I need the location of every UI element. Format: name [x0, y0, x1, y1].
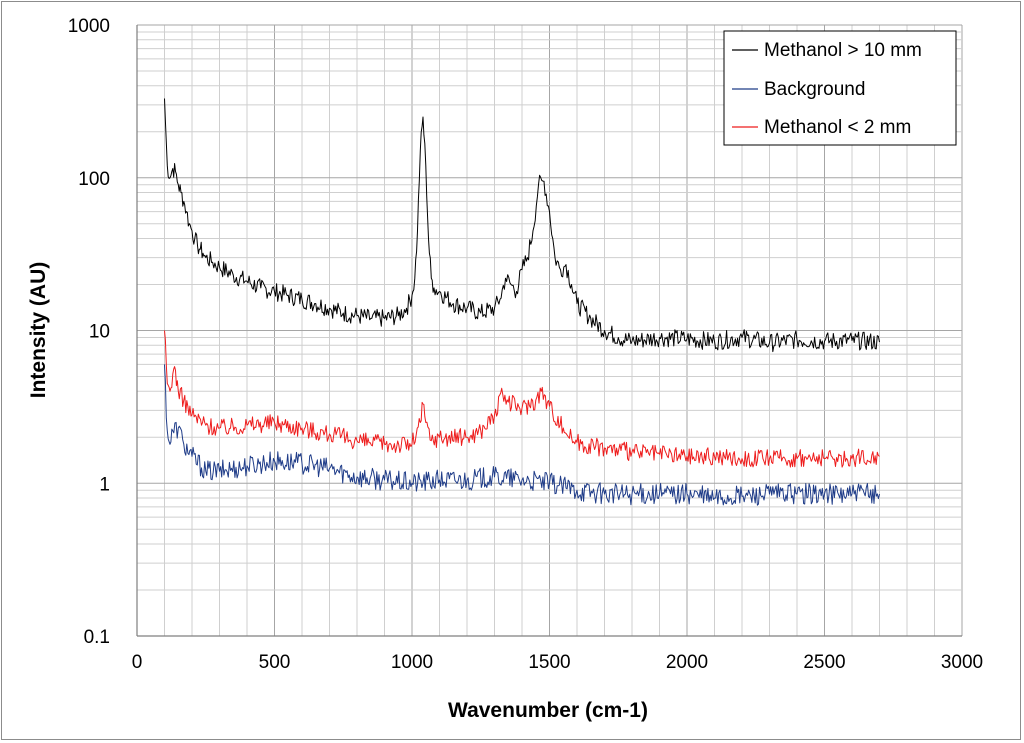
legend-label-background: Background: [764, 79, 865, 100]
legend-box: [723, 30, 957, 146]
x-tick-label: 2500: [803, 652, 845, 673]
legend-label-methanol-2mm: Methanol < 2 mm: [764, 117, 911, 138]
x-tick-label: 1000: [391, 652, 433, 673]
series-line-background: [164, 364, 880, 506]
legend-label-methanol-10mm: Methanol > 10 mm: [764, 40, 922, 61]
series-line-methanol-2mm: [164, 330, 880, 468]
x-tick-label: 3000: [941, 652, 983, 673]
x-tick-label: 0: [132, 652, 143, 673]
legend: Methanol > 10 mm Background Methanol < 2…: [723, 30, 957, 146]
x-tick-label: 1500: [528, 652, 570, 673]
y-axis-title: Intensity (AU): [27, 262, 50, 399]
y-tick-label: 10: [89, 322, 110, 343]
y-tick-label: 100: [78, 169, 110, 190]
x-axis-title: Wavenumber (cm-1): [448, 699, 648, 722]
y-tick-label: 0.1: [84, 627, 110, 648]
series-lines: [164, 98, 880, 506]
series-line-methanol-10mm: [164, 98, 880, 353]
y-tick-label: 1: [99, 474, 110, 495]
y-tick-label: 1000: [68, 16, 110, 37]
x-tick-label: 500: [259, 652, 291, 673]
tick-labels: 0 500 1000 1500 2000 2500 3000 0.1 1 10 100 1000: [68, 16, 983, 673]
axes: [136, 25, 962, 637]
x-tick-label: 2000: [666, 652, 708, 673]
